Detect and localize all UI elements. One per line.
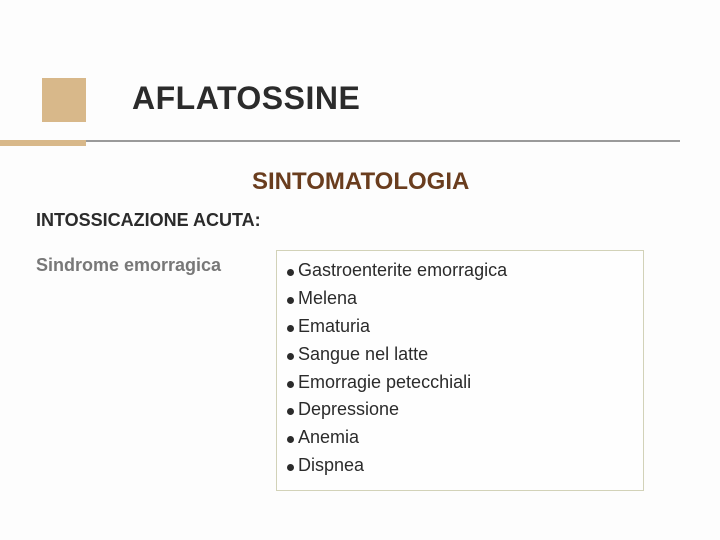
bullet-icon bbox=[287, 297, 294, 304]
subtitle: SINTOMATOLOGIA bbox=[252, 168, 469, 196]
symptom-list-box: Gastroenterite emorragica Melena Ematuri… bbox=[276, 250, 644, 491]
list-item-text: Ematuria bbox=[298, 313, 370, 341]
title-accent-bar bbox=[0, 140, 86, 146]
bullet-icon bbox=[287, 269, 294, 276]
list-item-text: Dispnea bbox=[298, 452, 364, 480]
bullet-icon bbox=[287, 353, 294, 360]
list-item-text: Sangue nel latte bbox=[298, 341, 428, 369]
list-item: Anemia bbox=[287, 424, 633, 452]
slide-title: AFLATOSSINE bbox=[132, 80, 360, 117]
list-item-text: Melena bbox=[298, 285, 357, 313]
list-item: Ematuria bbox=[287, 313, 633, 341]
list-item-text: Gastroenterite emorragica bbox=[298, 257, 507, 285]
bullet-icon bbox=[287, 325, 294, 332]
list-item: Gastroenterite emorragica bbox=[287, 257, 633, 285]
bullet-icon bbox=[287, 381, 294, 388]
list-item: Sangue nel latte bbox=[287, 341, 633, 369]
list-item-text: Depressione bbox=[298, 396, 399, 424]
side-label: Sindrome emorragica bbox=[36, 255, 221, 276]
list-item: Dispnea bbox=[287, 452, 633, 480]
list-item: Emorragie petecchiali bbox=[287, 369, 633, 397]
list-item-text: Anemia bbox=[298, 424, 359, 452]
bullet-icon bbox=[287, 408, 294, 415]
bullet-icon bbox=[287, 436, 294, 443]
list-item: Melena bbox=[287, 285, 633, 313]
bullet-icon bbox=[287, 464, 294, 471]
section-heading: INTOSSICAZIONE ACUTA: bbox=[36, 210, 261, 231]
list-item: Depressione bbox=[287, 396, 633, 424]
title-underline bbox=[0, 140, 680, 142]
list-item-text: Emorragie petecchiali bbox=[298, 369, 471, 397]
title-accent-box bbox=[42, 78, 86, 122]
